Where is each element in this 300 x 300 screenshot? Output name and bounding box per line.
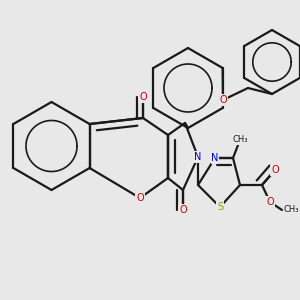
Text: O: O <box>139 92 147 102</box>
Text: O: O <box>266 197 274 207</box>
Text: S: S <box>217 202 223 212</box>
Text: CH₃: CH₃ <box>284 206 299 214</box>
Text: N: N <box>194 152 202 162</box>
Text: CH₃: CH₃ <box>232 136 248 145</box>
Text: O: O <box>271 165 279 175</box>
Text: N: N <box>211 153 219 163</box>
Text: O: O <box>179 205 187 215</box>
Text: O: O <box>219 95 227 105</box>
Text: O: O <box>136 193 144 203</box>
